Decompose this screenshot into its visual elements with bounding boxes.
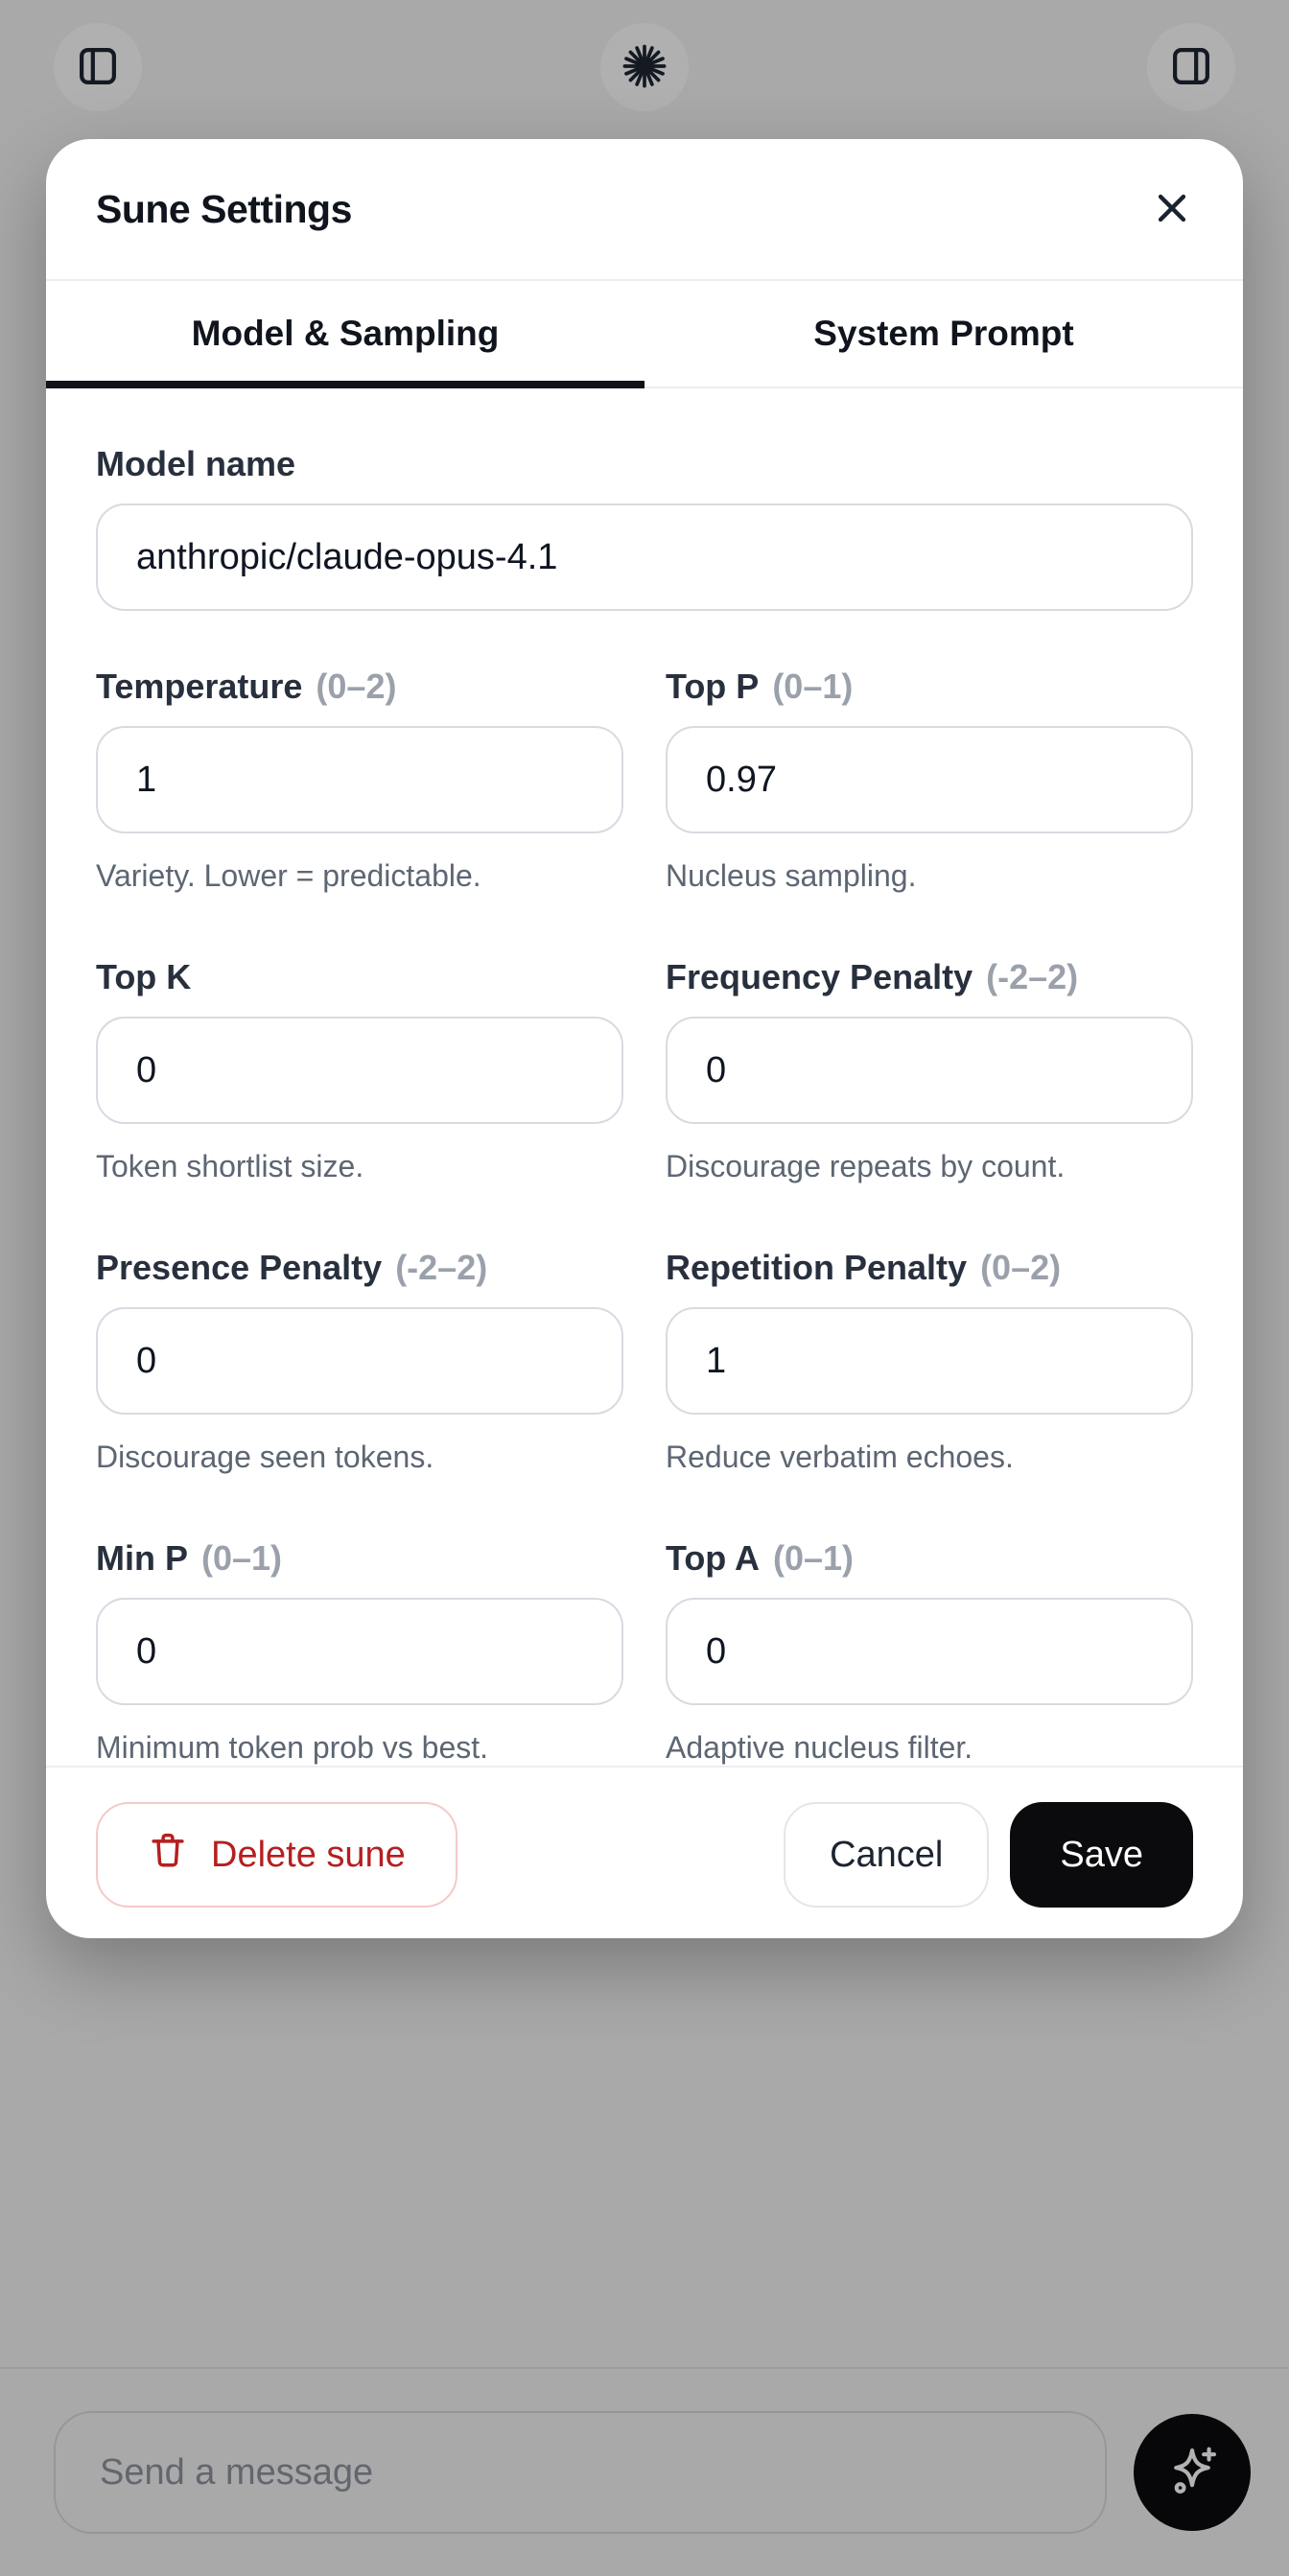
sidebar-right-toggle-button[interactable] <box>1147 23 1235 111</box>
presence-penalty-input[interactable] <box>96 1307 623 1415</box>
model-name-label: Model name <box>96 444 1193 484</box>
modal-title: Sune Settings <box>96 186 352 231</box>
repetition-penalty-input[interactable] <box>666 1307 1193 1415</box>
trash-icon <box>148 1830 188 1880</box>
sune-settings-modal: Sune Settings Model & Sampling System Pr… <box>46 139 1243 1938</box>
sidebar-left-toggle-button[interactable] <box>54 23 142 111</box>
field-label-text: Temperature <box>96 667 303 706</box>
field-label: Min P (0–1) <box>96 1538 623 1579</box>
field-label: Temperature (0–2) <box>96 667 623 707</box>
message-composer-bar <box>0 2367 1289 2576</box>
field-label-text: Frequency Penalty <box>666 957 973 996</box>
close-button[interactable] <box>1141 178 1203 240</box>
tab-system-prompt[interactable]: System Prompt <box>644 281 1243 386</box>
field-label: Frequency Penalty (-2–2) <box>666 957 1193 997</box>
cancel-button[interactable]: Cancel <box>784 1802 990 1908</box>
field-label-text: Top K <box>96 957 192 996</box>
field-hint-text: Token shortlist size. <box>96 1149 364 1183</box>
top-p-field: Top P (0–1) Nucleus sampling. <box>666 667 1193 894</box>
modal-footer: Delete sune Cancel Save <box>46 1766 1243 1938</box>
settings-form: Model name Temperature (0–2) Variety. Lo… <box>46 388 1243 1766</box>
settings-tabs: Model & Sampling System Prompt <box>46 281 1243 388</box>
temperature-field: Temperature (0–2) Variety. Lower = predi… <box>96 667 623 894</box>
field-label-text: Top P <box>666 667 760 706</box>
field-label: Top A (0–1) <box>666 1538 1193 1579</box>
delete-sune-label: Delete sune <box>211 1834 406 1875</box>
min-p-input[interactable] <box>96 1598 623 1705</box>
field-hint-text: Discourage seen tokens. <box>96 1440 434 1474</box>
sparkle-icon <box>1162 2442 1222 2504</box>
field-label: Presence Penalty (-2–2) <box>96 1248 623 1288</box>
save-button[interactable]: Save <box>1010 1802 1193 1908</box>
field-hint-text: Reduce verbatim echoes. <box>666 1440 1014 1474</box>
panel-left-icon <box>76 44 120 91</box>
field-label-text: Model name <box>96 444 296 483</box>
field-hint-text: Minimum token prob vs best. <box>96 1730 489 1765</box>
repetition-penalty-field: Repetition Penalty (0–2) Reduce verbatim… <box>666 1248 1193 1475</box>
top-a-input[interactable] <box>666 1598 1193 1705</box>
field-range-text: (0–2) <box>980 1248 1062 1287</box>
field-label-text: Top A <box>666 1538 760 1578</box>
field-range-text: (0–1) <box>772 1538 855 1578</box>
modal-header: Sune Settings <box>46 139 1243 281</box>
field-label: Top P (0–1) <box>666 667 1193 707</box>
send-message-button[interactable] <box>1134 2414 1251 2531</box>
message-input[interactable] <box>54 2411 1107 2534</box>
field-label: Top K <box>96 957 623 997</box>
field-label-text: Presence Penalty <box>96 1248 383 1287</box>
temperature-input[interactable] <box>96 726 623 833</box>
app-home-button[interactable] <box>600 23 689 111</box>
top-k-field: Top K Token shortlist size. <box>96 957 623 1184</box>
field-label-text: Repetition Penalty <box>666 1248 968 1287</box>
field-range-text: (-2–2) <box>395 1248 488 1287</box>
field-range-text: (0–1) <box>772 667 854 706</box>
top-app-bar <box>0 0 1289 134</box>
frequency-penalty-field: Frequency Penalty (-2–2) Discourage repe… <box>666 957 1193 1184</box>
min-p-field: Min P (0–1) Minimum token prob vs best. <box>96 1538 623 1766</box>
tab-model-and-sampling[interactable]: Model & Sampling <box>46 281 644 388</box>
top-k-input[interactable] <box>96 1017 623 1124</box>
field-hint-text: Adaptive nucleus filter. <box>666 1730 973 1765</box>
presence-penalty-field: Presence Penalty (-2–2) Discourage seen … <box>96 1248 623 1475</box>
model-name-input[interactable] <box>96 503 1193 611</box>
field-hint-text: Discourage repeats by count. <box>666 1149 1066 1183</box>
field-range-text: (-2–2) <box>986 957 1079 996</box>
field-label-text: Min P <box>96 1538 188 1578</box>
field-range-text: (0–2) <box>316 667 397 706</box>
sampling-fields-grid: Temperature (0–2) Variety. Lower = predi… <box>96 667 1193 1766</box>
model-name-group: Model name <box>96 444 1193 611</box>
starburst-icon <box>620 41 669 94</box>
field-hint-text: Variety. Lower = predictable. <box>96 858 481 893</box>
field-label: Repetition Penalty (0–2) <box>666 1248 1193 1288</box>
field-range-text: (0–1) <box>201 1538 283 1578</box>
top-a-field: Top A (0–1) Adaptive nucleus filter. <box>666 1538 1193 1766</box>
panel-right-icon <box>1169 44 1213 91</box>
delete-sune-button[interactable]: Delete sune <box>96 1802 457 1908</box>
top-p-input[interactable] <box>666 726 1193 833</box>
close-icon <box>1151 187 1193 232</box>
frequency-penalty-input[interactable] <box>666 1017 1193 1124</box>
field-hint-text: Nucleus sampling. <box>666 858 917 893</box>
